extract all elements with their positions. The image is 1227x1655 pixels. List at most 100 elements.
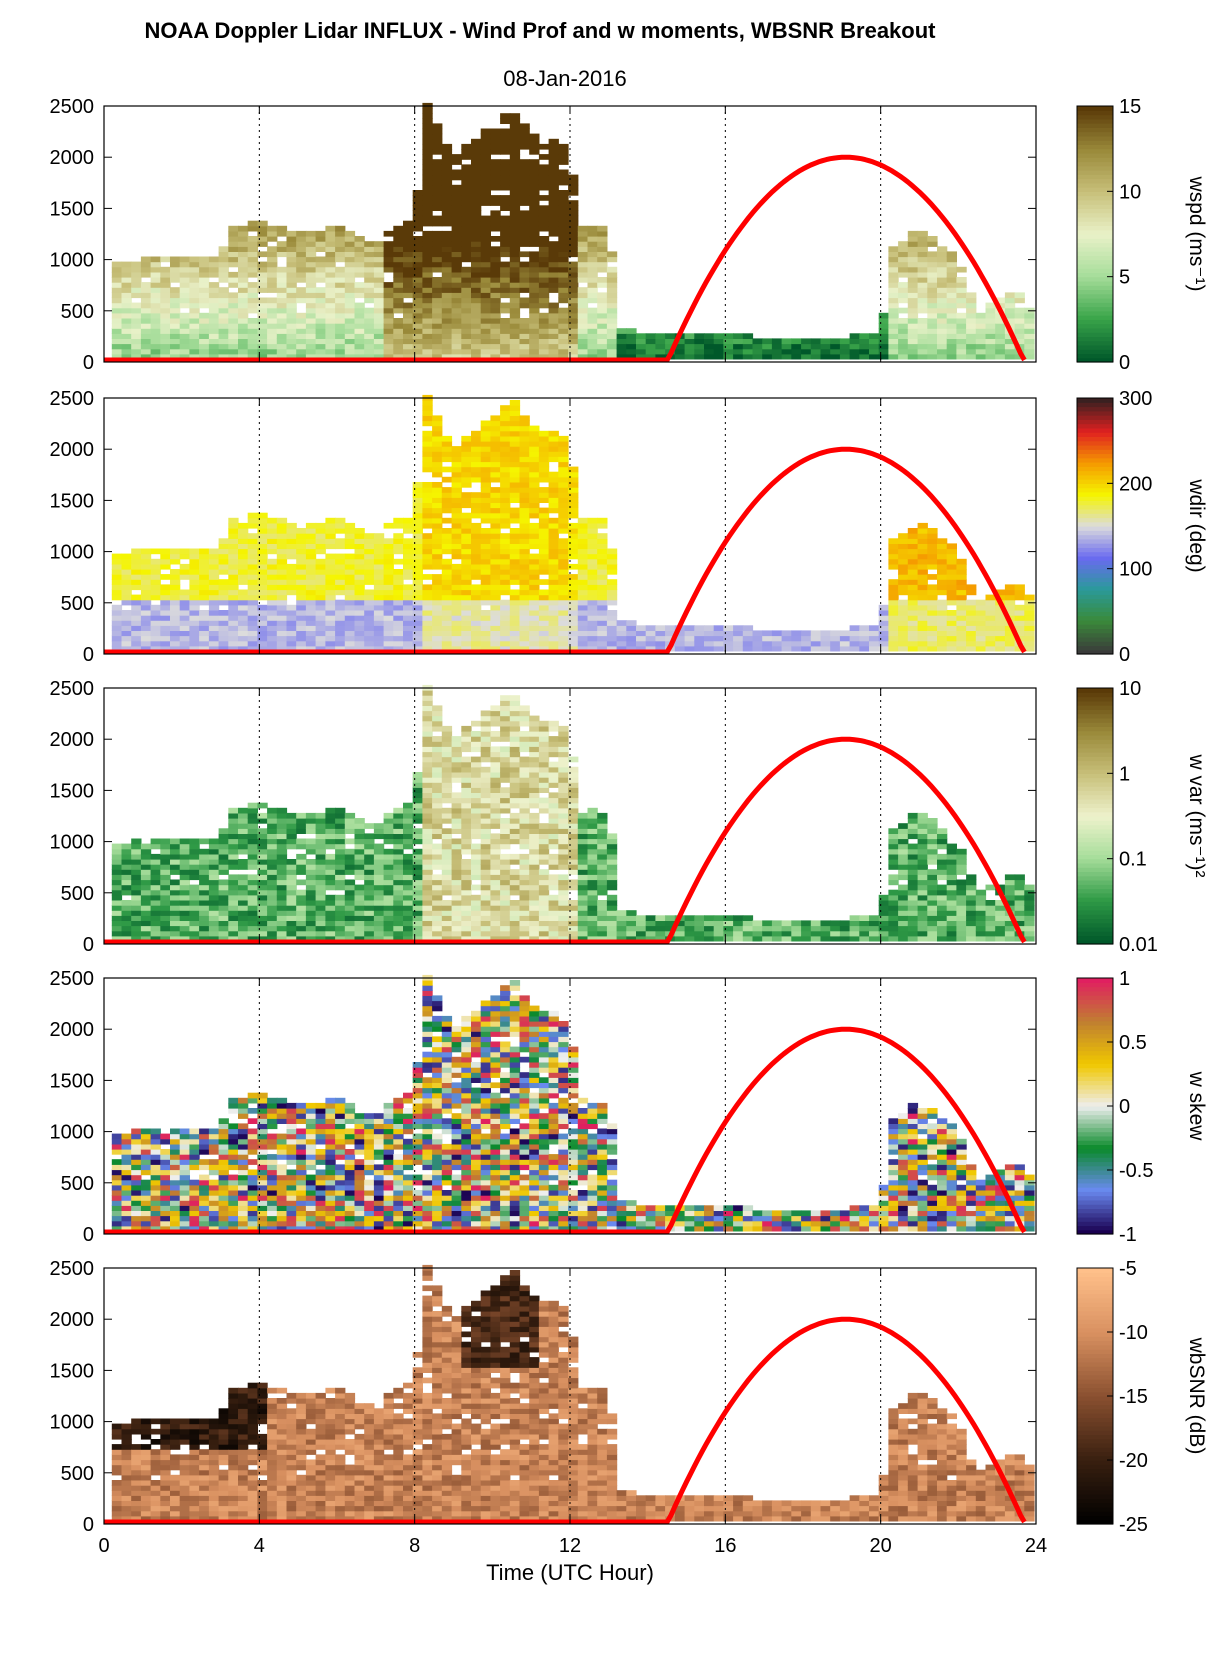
heatmap-cell: [364, 874, 375, 881]
heatmap-cell: [228, 343, 239, 350]
heatmap-cell: [354, 256, 365, 263]
heatmap-cell: [247, 625, 258, 631]
heatmap-cell: [490, 338, 501, 345]
heatmap-cell: [500, 507, 511, 514]
heatmap-cell: [160, 558, 171, 565]
heatmap-cell: [238, 594, 249, 601]
colorbar-swatch: [1077, 470, 1113, 476]
heatmap-cell: [150, 630, 161, 637]
heatmap-cell: [606, 610, 618, 616]
heatmap-cell: [121, 874, 132, 881]
heatmap-cell: [179, 261, 190, 268]
heatmap-cell: [927, 282, 938, 288]
heatmap-cell: [247, 246, 258, 252]
heatmap-cell: [538, 497, 550, 503]
heatmap-cell: [393, 640, 404, 647]
heatmap-cell: [189, 869, 200, 875]
heatmap-cell: [218, 864, 229, 870]
heatmap-cell: [898, 615, 909, 621]
heatmap-cell: [548, 522, 559, 529]
heatmap-cell: [490, 184, 501, 191]
heatmap-cell: [296, 838, 307, 845]
heatmap-cell: [441, 935, 453, 942]
heatmap-cell: [548, 256, 559, 263]
heatmap-cell: [558, 456, 569, 463]
heatmap-cell: [325, 318, 336, 324]
heatmap-cell: [412, 925, 423, 932]
heatmap-cell: [937, 625, 948, 631]
heatmap-cells-wdir: [111, 394, 1035, 652]
heatmap-cell: [286, 328, 297, 334]
heatmap-cell: [441, 615, 453, 621]
heatmap-cell: [267, 889, 278, 896]
heatmap-cell: [441, 889, 453, 896]
heatmap-cell: [587, 599, 598, 606]
heatmap-cell: [422, 328, 433, 334]
heatmap-cell: [432, 522, 443, 529]
heatmap-cell: [276, 900, 288, 906]
heatmap-cell: [500, 558, 511, 565]
heatmap-cell: [150, 635, 161, 642]
heatmap-cell: [1014, 610, 1025, 616]
heatmap-cell: [471, 461, 482, 468]
heatmap-cell: [315, 579, 326, 585]
heatmap-cell: [480, 230, 491, 237]
heatmap-cell: [286, 538, 297, 544]
heatmap-cell: [849, 645, 860, 652]
heatmap-cell: [577, 645, 589, 652]
heatmap-cell: [519, 271, 530, 278]
heatmap-cell: [432, 512, 443, 519]
heatmap-cell: [247, 833, 258, 840]
heatmap-cell: [228, 833, 239, 840]
heatmap-cell: [441, 828, 453, 834]
heatmap-cell: [305, 900, 317, 906]
heatmap-cell: [461, 792, 472, 799]
heatmap-cell: [490, 210, 501, 217]
heatmap-cell: [432, 615, 443, 621]
heatmap-cell: [509, 461, 521, 468]
heatmap-cell: [364, 645, 375, 652]
heatmap-cell: [325, 574, 336, 580]
heatmap-cell: [412, 287, 423, 293]
heatmap-cell: [888, 302, 899, 309]
heatmap-cell: [946, 251, 957, 258]
heatmap-cell: [238, 889, 249, 896]
heatmap-cell: [937, 282, 948, 288]
heatmap-cell: [267, 312, 278, 319]
heatmap-cell: [538, 492, 550, 498]
heatmap-cell: [412, 884, 423, 891]
heatmap-cell: [160, 584, 171, 591]
heatmap-cell: [199, 864, 210, 870]
heatmap-cell: [412, 838, 423, 845]
heatmap-cell: [966, 630, 977, 637]
heatmap-cell: [917, 558, 928, 565]
heatmap-cell: [509, 190, 521, 196]
heatmap-cell: [383, 823, 394, 829]
heatmap-cell: [422, 910, 433, 916]
heatmap-cell: [713, 343, 724, 350]
heatmap-cell: [315, 915, 326, 921]
heatmap-cell: [305, 343, 317, 350]
heatmap-cell: [286, 528, 297, 534]
heatmap-cell: [568, 318, 579, 324]
heatmap-cell: [247, 538, 258, 544]
heatmap-cell: [296, 287, 307, 293]
heatmap-cell: [888, 594, 899, 601]
heatmap-cell: [208, 915, 220, 921]
heatmap-cell: [228, 241, 239, 247]
heatmap-cell: [111, 277, 123, 283]
heatmap-cell: [451, 302, 462, 309]
heatmap-cell: [170, 838, 181, 845]
heatmap-cell: [519, 169, 530, 176]
heatmap-cell: [432, 184, 443, 191]
heatmap-cell: [480, 292, 491, 299]
heatmap-cell: [441, 246, 453, 252]
heatmap-cell: [131, 271, 142, 278]
heatmap-cell: [228, 230, 239, 237]
heatmap-cell: [694, 640, 705, 647]
heatmap-cell: [432, 782, 443, 788]
heatmap-cell: [830, 640, 841, 647]
heatmap-cell: [529, 143, 540, 150]
heatmap-cell: [441, 476, 453, 483]
heatmap-cell: [383, 848, 394, 855]
